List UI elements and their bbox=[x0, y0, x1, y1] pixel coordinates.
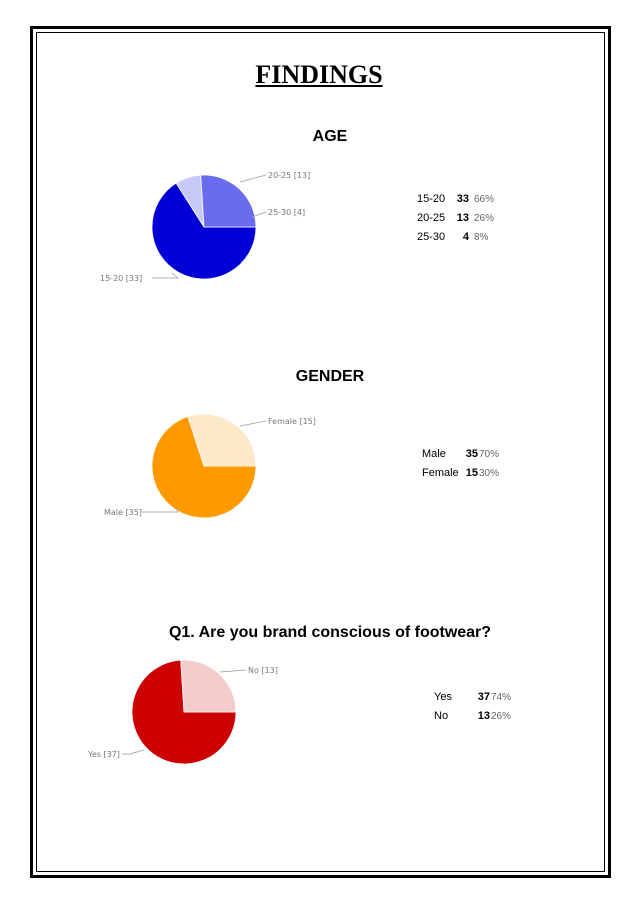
row-percent: 66% bbox=[474, 194, 495, 205]
age-summary-table: 15-20 33 66% 20-25 13 26% 25-30 4 8% bbox=[417, 193, 527, 250]
q1-summary-table: Yes 37 74% No 13 26% bbox=[434, 691, 544, 729]
row-count: 33 bbox=[456, 193, 469, 205]
row-category: No bbox=[434, 710, 449, 722]
pie-slice-20-25 bbox=[200, 174, 257, 228]
row-category: 20-25 bbox=[417, 212, 446, 224]
page-border-inner bbox=[36, 32, 605, 872]
slice-callout-label: 25-30 [4] bbox=[268, 208, 305, 217]
callout-line bbox=[251, 211, 267, 218]
row-category: Male bbox=[422, 448, 446, 460]
table-row: Female 15 30% bbox=[422, 467, 532, 486]
page-border-outer bbox=[30, 26, 611, 878]
row-percent: 8% bbox=[474, 232, 489, 243]
callout-line bbox=[239, 420, 267, 427]
callout-line bbox=[219, 669, 247, 673]
gender-summary-table: Male 35 70% Female 15 30% bbox=[422, 448, 532, 486]
pie-slice-female bbox=[187, 413, 257, 467]
slice-callout-label: Female [15] bbox=[268, 417, 316, 426]
row-category: 15-20 bbox=[417, 193, 446, 205]
page-title: FINDINGS bbox=[255, 60, 383, 89]
row-count: 4 bbox=[462, 231, 469, 243]
table-row: No 13 26% bbox=[434, 710, 544, 729]
row-percent: 30% bbox=[479, 468, 500, 479]
age-chart-title: AGE bbox=[312, 128, 348, 145]
slice-callout-label: No [13] bbox=[248, 666, 278, 675]
row-category: Female bbox=[422, 467, 459, 479]
callout-line bbox=[142, 507, 179, 513]
callout-line bbox=[122, 749, 145, 755]
table-row: 15-20 33 66% bbox=[417, 193, 527, 212]
slice-callout-label: 15-20 [33] bbox=[100, 274, 142, 283]
row-percent: 70% bbox=[479, 449, 500, 460]
table-row: 20-25 13 26% bbox=[417, 212, 527, 231]
pie-slice-male bbox=[151, 416, 257, 519]
row-count: 13 bbox=[456, 212, 469, 224]
table-row: 25-30 4 8% bbox=[417, 231, 527, 250]
q1-pie-chart: Yes [37] No [13] bbox=[87, 659, 278, 765]
row-count: 35 bbox=[465, 448, 478, 460]
table-row: Yes 37 74% bbox=[434, 691, 544, 710]
slice-callout-label: Yes [37] bbox=[87, 750, 120, 759]
row-category: 25-30 bbox=[417, 231, 446, 243]
callout-line bbox=[152, 272, 179, 279]
table-row: Male 35 70% bbox=[422, 448, 532, 467]
row-count: 13 bbox=[477, 710, 490, 722]
row-count: 15 bbox=[465, 467, 478, 479]
gender-chart-title: GENDER bbox=[295, 368, 365, 385]
row-percent: 26% bbox=[474, 213, 495, 224]
pie-slice-no bbox=[180, 659, 237, 713]
slice-callout-label: 20-25 [13] bbox=[268, 171, 310, 180]
age-pie-chart: 15-20 [33] 25-30 [4] 20-25 [13] bbox=[100, 171, 310, 283]
row-percent: 26% bbox=[491, 711, 512, 722]
row-category: Yes bbox=[434, 691, 452, 703]
pie-slice-15-20 bbox=[151, 182, 257, 280]
row-count: 37 bbox=[477, 691, 490, 703]
q1-chart-title: Q1. Are you brand conscious of footwear? bbox=[168, 624, 492, 641]
gender-pie-chart: Male [35] Female [15] bbox=[104, 413, 316, 519]
callout-line bbox=[239, 174, 267, 183]
slice-callout-label: Male [35] bbox=[104, 508, 142, 517]
row-percent: 74% bbox=[491, 692, 512, 703]
